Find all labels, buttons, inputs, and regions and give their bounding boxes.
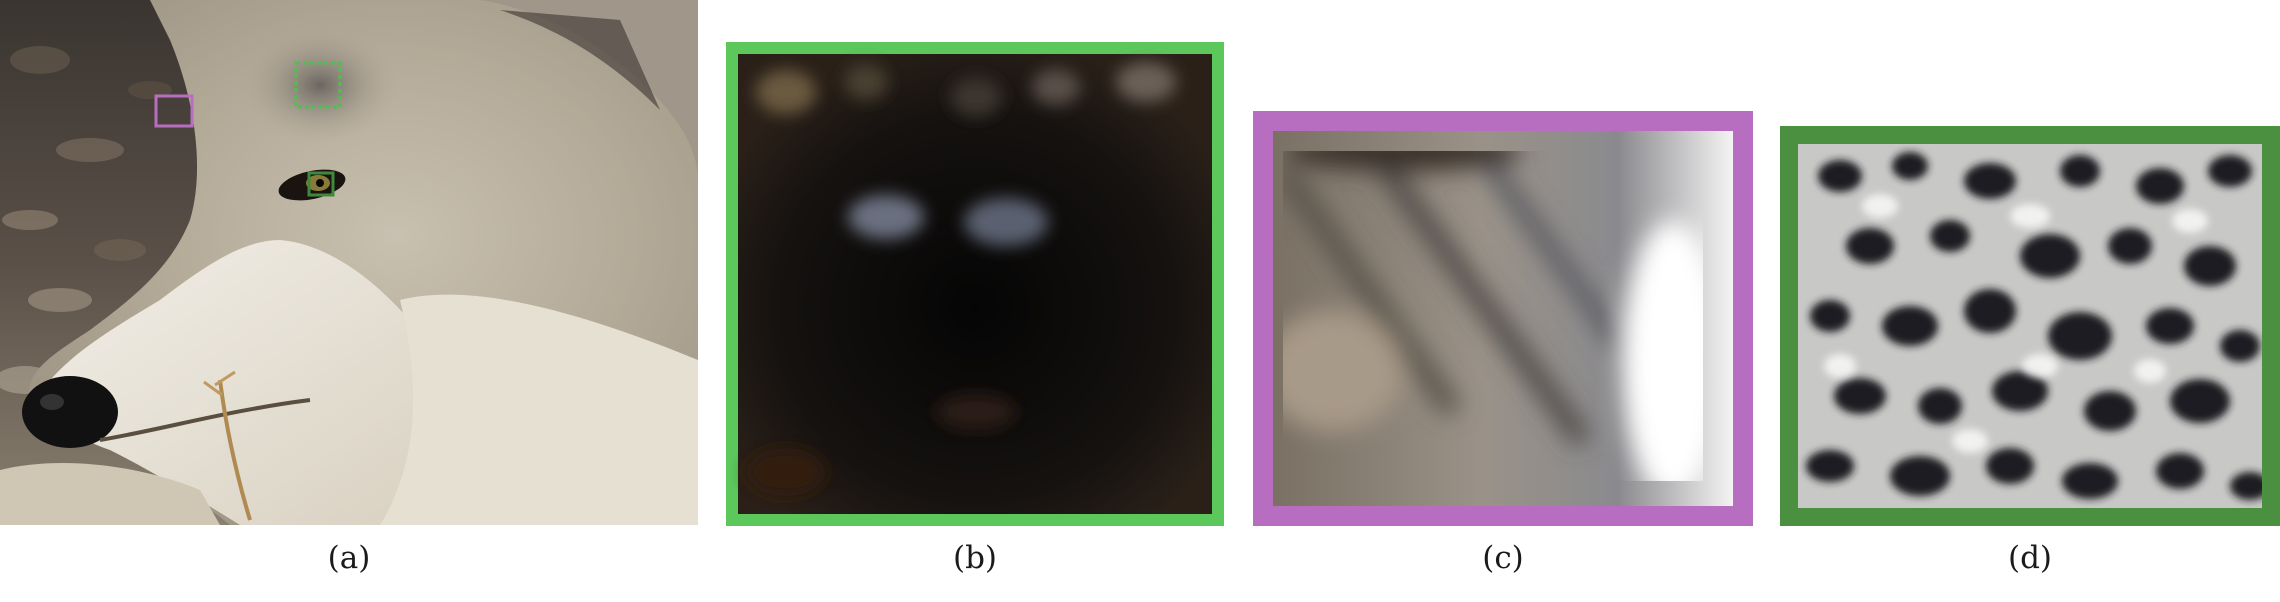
panel-b-closeup xyxy=(726,42,1224,526)
closeup-b-image xyxy=(726,42,1224,526)
panel-c-closeup xyxy=(1253,111,1753,526)
closeup-d-image xyxy=(1780,126,2280,526)
crop-box-c xyxy=(154,94,194,128)
caption-c: (c) xyxy=(1482,540,1524,576)
crop-box-b xyxy=(294,61,342,109)
caption-b: (b) xyxy=(952,540,998,576)
crop-box-d xyxy=(307,171,335,197)
caption-d: (d) xyxy=(2007,540,2053,576)
panel-d-closeup xyxy=(1780,126,2280,526)
panel-a-wolf-photo xyxy=(0,0,698,525)
fur-speckles xyxy=(1806,152,2262,500)
wolf-photo xyxy=(0,0,698,525)
closeup-c-image xyxy=(1253,111,1753,526)
caption-a: (a) xyxy=(327,540,371,576)
